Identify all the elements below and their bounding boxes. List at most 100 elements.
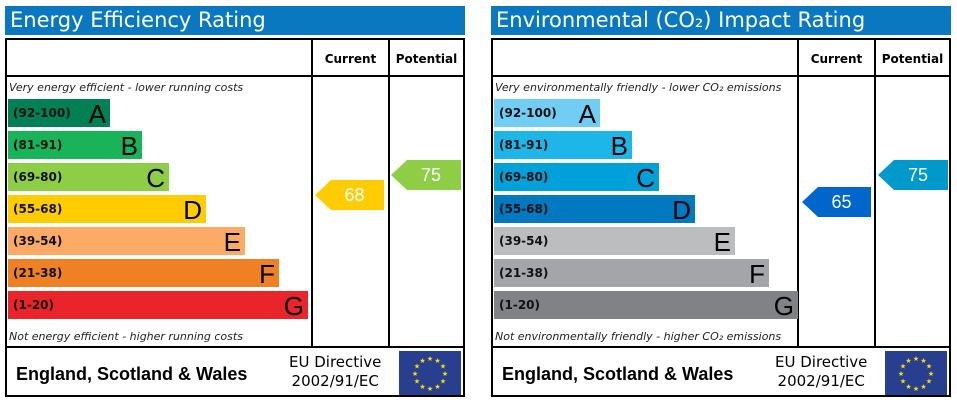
svg-text:★: ★ (442, 370, 448, 378)
svg-text:★: ★ (900, 363, 906, 371)
svg-text:★: ★ (898, 370, 904, 378)
divider (493, 75, 949, 77)
eu-flag-icon: ★ ★ ★ ★ ★ ★ ★ ★ ★ ★ ★ ★ (399, 351, 461, 395)
rating-table: Current Potential Very environmentally f… (491, 38, 951, 397)
band-letter: F (749, 259, 765, 289)
country-label: England, Scotland & Wales (502, 364, 734, 384)
band-range: (21-38) (13, 266, 63, 280)
band-range: (1-20) (499, 298, 540, 312)
band-e: (39-54) E (8, 227, 245, 257)
band-letter: E (223, 227, 241, 257)
svg-text:★: ★ (427, 385, 433, 393)
svg-text:★: ★ (419, 357, 425, 365)
band-letter: C (146, 163, 165, 193)
current-rating-arrow: 65 (802, 187, 871, 217)
band-range: (1-20) (13, 298, 54, 312)
svg-text:★: ★ (920, 383, 926, 391)
rating-table: Current Potential Very energy efficient … (5, 38, 465, 397)
top-note: Very environmentally friendly - lower CO… (495, 81, 782, 94)
band-letter: G (773, 291, 794, 321)
band-d: (55-68) D (8, 195, 206, 225)
band-letter: A (578, 99, 596, 129)
environmental-impact-panel: Environmental (CO₂) Impact Rating Curren… (491, 0, 953, 404)
band-range: (21-38) (499, 266, 549, 280)
divider (493, 346, 949, 348)
country-label: England, Scotland & Wales (16, 364, 248, 384)
bottom-note: Not environmentally friendly - higher CO… (495, 330, 782, 343)
band-letter: D (183, 195, 202, 225)
top-note: Very energy efficient - lower running co… (9, 81, 244, 94)
band-range: (69-80) (13, 170, 63, 184)
band-letter: D (672, 195, 691, 225)
band-letter: A (88, 99, 106, 129)
divider (7, 75, 463, 77)
svg-text:★: ★ (434, 357, 440, 365)
band-range: (69-80) (499, 170, 549, 184)
svg-text:★: ★ (905, 357, 911, 365)
bottom-note: Not energy efficient - higher running co… (9, 330, 243, 343)
potential-column-header: Potential (395, 52, 458, 66)
band-e: (39-54) E (494, 227, 735, 257)
band-letter: B (610, 131, 628, 161)
potential-column-header: Potential (881, 52, 944, 66)
current-column-header: Current (324, 52, 377, 66)
divider (311, 40, 313, 348)
eu-directive: EU Directive 2002/91/EC (775, 353, 867, 391)
svg-text:★: ★ (419, 383, 425, 391)
divider (388, 40, 390, 348)
svg-text:★: ★ (905, 383, 911, 391)
potential-rating-arrow: 75 (878, 160, 948, 190)
band-range: (92-100) (499, 106, 557, 120)
band-f: (21-38) F (8, 259, 279, 289)
svg-text:★: ★ (913, 385, 919, 393)
svg-text:★: ★ (928, 370, 934, 378)
eu-flag-icon: ★ ★ ★ ★ ★ ★ ★ ★ ★ ★ ★ ★ (885, 351, 947, 395)
divider (797, 40, 799, 348)
svg-text:★: ★ (440, 363, 446, 371)
band-letter: F (259, 259, 275, 289)
band-range: (92-100) (13, 106, 71, 120)
divider (874, 40, 876, 348)
band-g: (1-20) G (8, 291, 308, 321)
band-range: (55-68) (13, 202, 63, 216)
directive-line: EU Directive (775, 353, 868, 371)
divider (7, 346, 463, 348)
svg-text:★: ★ (913, 355, 919, 363)
directive-line: EU Directive (289, 353, 382, 371)
svg-text:★: ★ (900, 378, 906, 386)
band-b: (81-91) B (8, 131, 142, 161)
svg-text:★: ★ (920, 357, 926, 365)
band-range: (81-91) (499, 138, 549, 152)
eu-directive: EU Directive 2002/91/EC (289, 353, 381, 391)
band-c: (69-80) C (494, 163, 659, 193)
potential-rating-arrow: 75 (391, 160, 461, 190)
panel-title: Energy Efficiency Rating (5, 6, 465, 35)
band-d: (55-68) D (494, 195, 695, 225)
band-range: (81-91) (13, 138, 63, 152)
band-a: (92-100) A (8, 99, 110, 129)
band-letter: C (636, 163, 655, 193)
band-letter: E (713, 227, 731, 257)
svg-text:★: ★ (427, 355, 433, 363)
band-b: (81-91) B (494, 131, 632, 161)
band-letter: G (283, 291, 304, 321)
panel-title: Environmental (CO₂) Impact Rating (491, 6, 951, 35)
directive-number: 2002/91/EC (291, 372, 379, 390)
svg-text:★: ★ (440, 378, 446, 386)
band-range: (39-54) (13, 234, 63, 248)
energy-efficiency-panel: Energy Efficiency Rating Current Potenti… (5, 0, 467, 404)
svg-text:★: ★ (414, 363, 420, 371)
band-g: (1-20) G (494, 291, 798, 321)
svg-text:★: ★ (926, 378, 932, 386)
band-c: (69-80) C (8, 163, 169, 193)
svg-text:★: ★ (412, 370, 418, 378)
band-range: (39-54) (499, 234, 549, 248)
band-f: (21-38) F (494, 259, 769, 289)
svg-text:★: ★ (414, 378, 420, 386)
svg-text:★: ★ (926, 363, 932, 371)
band-range: (55-68) (499, 202, 549, 216)
svg-text:★: ★ (434, 383, 440, 391)
current-rating-arrow: 68 (315, 180, 384, 210)
band-a: (92-100) A (494, 99, 600, 129)
band-letter: B (120, 131, 138, 161)
